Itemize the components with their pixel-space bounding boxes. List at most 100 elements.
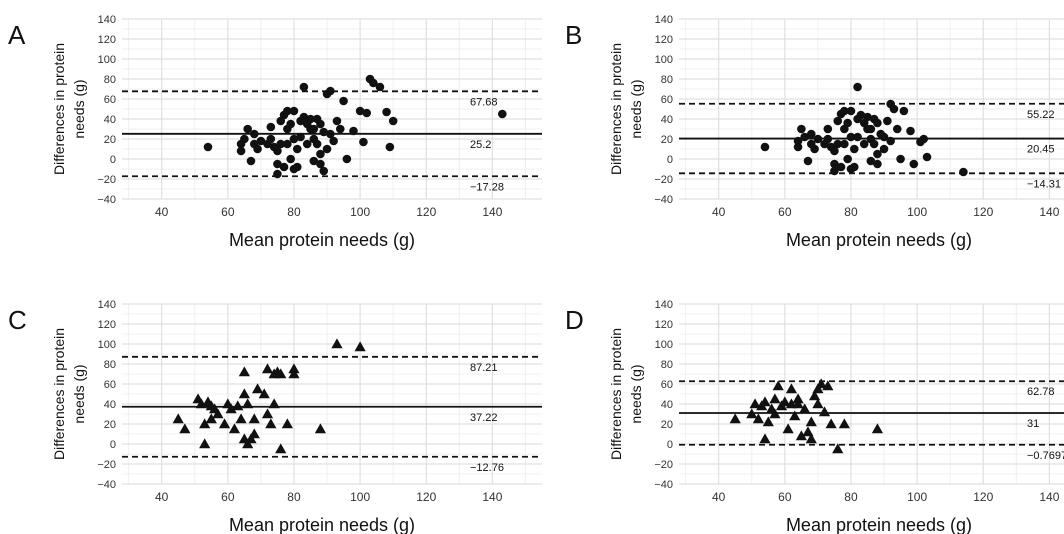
x-tick-label: 100 xyxy=(350,490,370,504)
y-tick-label: 140 xyxy=(655,299,673,311)
data-point xyxy=(266,122,276,132)
data-point xyxy=(205,413,217,424)
x-tick-label: 60 xyxy=(221,490,235,504)
panel-a: −40 −20 0 20 40 60 80 100 120 140 40 60 80 100 120 140 6… xyxy=(8,14,542,250)
data-point xyxy=(797,124,806,134)
data-point xyxy=(286,154,295,164)
data-point xyxy=(273,169,282,179)
line-value-label: −12.76 xyxy=(470,462,504,474)
data-point xyxy=(815,378,827,389)
data-point xyxy=(863,112,872,122)
data-point xyxy=(909,159,919,169)
data-point xyxy=(199,438,211,449)
data-point xyxy=(335,124,345,134)
data-point xyxy=(729,413,741,424)
data-point xyxy=(793,136,803,146)
data-point xyxy=(830,146,839,156)
x-tick-label: 140 xyxy=(482,205,502,219)
x-tick-label: 120 xyxy=(973,205,993,219)
data-point xyxy=(292,162,302,172)
data-point xyxy=(812,398,824,409)
x-axis-title: Mean protein needs (g) xyxy=(229,230,415,250)
data-point xyxy=(316,119,325,129)
data-point xyxy=(795,430,807,441)
x-tick-label: 60 xyxy=(778,205,792,219)
data-point xyxy=(805,433,817,444)
data-point xyxy=(329,136,338,146)
data-point xyxy=(355,106,365,116)
data-point xyxy=(822,380,834,391)
data-point xyxy=(261,363,274,374)
data-point xyxy=(283,139,292,149)
data-point xyxy=(288,363,300,374)
data-point xyxy=(879,144,889,154)
data-point xyxy=(883,116,892,126)
data-point xyxy=(235,413,247,424)
data-point xyxy=(322,144,332,154)
data-point xyxy=(256,136,266,146)
x-tick-label: 120 xyxy=(416,205,436,219)
data-point xyxy=(382,107,391,117)
y-tick-label: 80 xyxy=(661,74,673,86)
panel-d: −40 −20 0 20 40 60 80 100 120 140 40 60 80 100 120 140 6… xyxy=(565,299,1064,534)
x-tick-label: 80 xyxy=(844,490,858,504)
x-tick-label: 120 xyxy=(973,490,993,504)
x-tick-label: 80 xyxy=(287,490,301,504)
data-point xyxy=(275,368,287,379)
x-tick-label: 140 xyxy=(1039,490,1059,504)
data-point xyxy=(853,82,862,92)
y-axis-title: Differences in protein xyxy=(608,328,624,460)
x-tick-label: 40 xyxy=(712,205,726,219)
line-value-label: 87.21 xyxy=(470,362,498,374)
data-point xyxy=(830,159,839,169)
data-point xyxy=(279,162,289,172)
data-point xyxy=(782,423,794,434)
line-value-label: −17.28 xyxy=(470,181,504,193)
panel-b: −40 −20 0 20 40 60 80 100 120 140 40 60 80 100 120 140 5… xyxy=(565,14,1064,250)
y-tick-label: −20 xyxy=(97,459,116,471)
data-point xyxy=(785,383,798,394)
data-point xyxy=(326,129,335,139)
y-tick-label: 20 xyxy=(661,419,673,431)
line-value-label: 20.45 xyxy=(1027,144,1055,156)
line-value-label: −0.7697 xyxy=(1027,450,1064,462)
x-axis-title: Mean protein needs (g) xyxy=(229,515,415,534)
data-point xyxy=(265,418,277,429)
data-point xyxy=(388,116,398,126)
data-point xyxy=(309,156,319,166)
data-point xyxy=(299,112,309,122)
data-point xyxy=(871,423,884,434)
data-point xyxy=(810,144,819,154)
data-point xyxy=(849,144,859,154)
y-tick-label: 120 xyxy=(655,319,673,331)
data-point xyxy=(203,142,213,152)
y-tick-label: 140 xyxy=(98,299,116,311)
line-value-label: 55.22 xyxy=(1027,109,1055,121)
data-point xyxy=(362,108,372,118)
y-tick-label: 120 xyxy=(98,34,116,46)
data-point xyxy=(832,443,844,454)
line-value-label: 25.2 xyxy=(470,139,491,151)
data-point xyxy=(793,142,803,152)
data-point xyxy=(339,96,348,106)
y-tick-label: 40 xyxy=(661,399,673,411)
data-point xyxy=(309,124,319,134)
data-point xyxy=(825,418,837,429)
y-axis-title: needs (g) xyxy=(628,79,644,138)
data-point xyxy=(179,423,191,434)
y-tick-label: 80 xyxy=(104,74,116,86)
data-point xyxy=(238,388,250,399)
y-tick-label: −20 xyxy=(97,174,116,186)
x-tick-label: 140 xyxy=(1039,205,1059,219)
data-point xyxy=(242,398,254,409)
y-axis-title: Differences in protein xyxy=(51,328,67,460)
data-point xyxy=(889,104,899,114)
data-point xyxy=(369,78,378,88)
data-point xyxy=(289,106,299,116)
data-point xyxy=(342,154,352,164)
data-point xyxy=(258,388,270,399)
data-point xyxy=(359,137,368,147)
data-point xyxy=(906,126,915,136)
data-point xyxy=(319,166,329,176)
data-point xyxy=(806,129,816,139)
